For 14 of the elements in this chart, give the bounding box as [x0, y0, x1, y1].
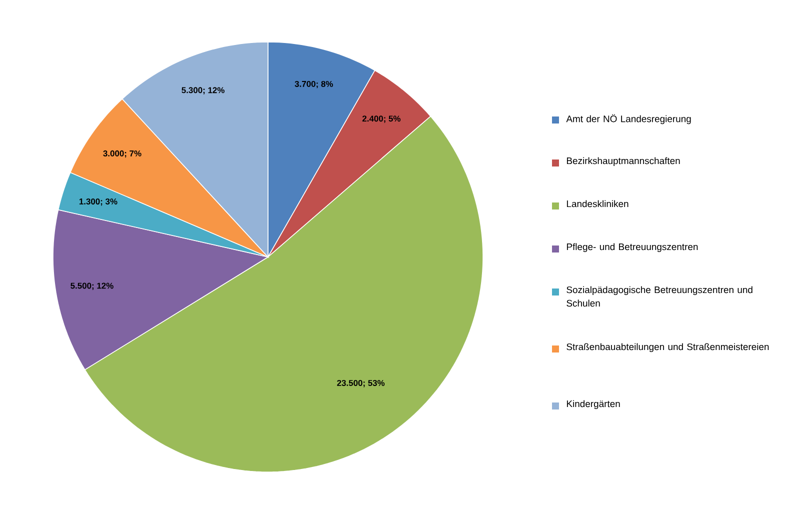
data-label: 23.500; 53% — [337, 380, 385, 388]
data-label: 5.500; 12% — [70, 282, 114, 290]
data-label: 5.300; 12% — [182, 87, 224, 94]
legend-label: Landeskliniken — [566, 200, 628, 208]
legend-label: Straßenbauabteilungen und Straßenmeistereien — [566, 343, 769, 352]
legend-label: Bezirkshauptmannschaften — [566, 157, 680, 166]
data-label: 3.700; 8% — [294, 80, 333, 88]
legend-label: Amt der NÖ Landesregierung — [566, 114, 691, 124]
legend-label: Kindergärten — [566, 400, 620, 410]
legend-label: Pflege- und Betreuungszentren — [566, 243, 698, 252]
data-label: 1.300; 3% — [79, 198, 118, 206]
data-label: 3.000; 7% — [103, 150, 142, 158]
legend-label: Sozialpädagogische Betreuungszentren und Schulen — [566, 286, 752, 307]
data-label: 2.400; 5% — [362, 116, 400, 123]
